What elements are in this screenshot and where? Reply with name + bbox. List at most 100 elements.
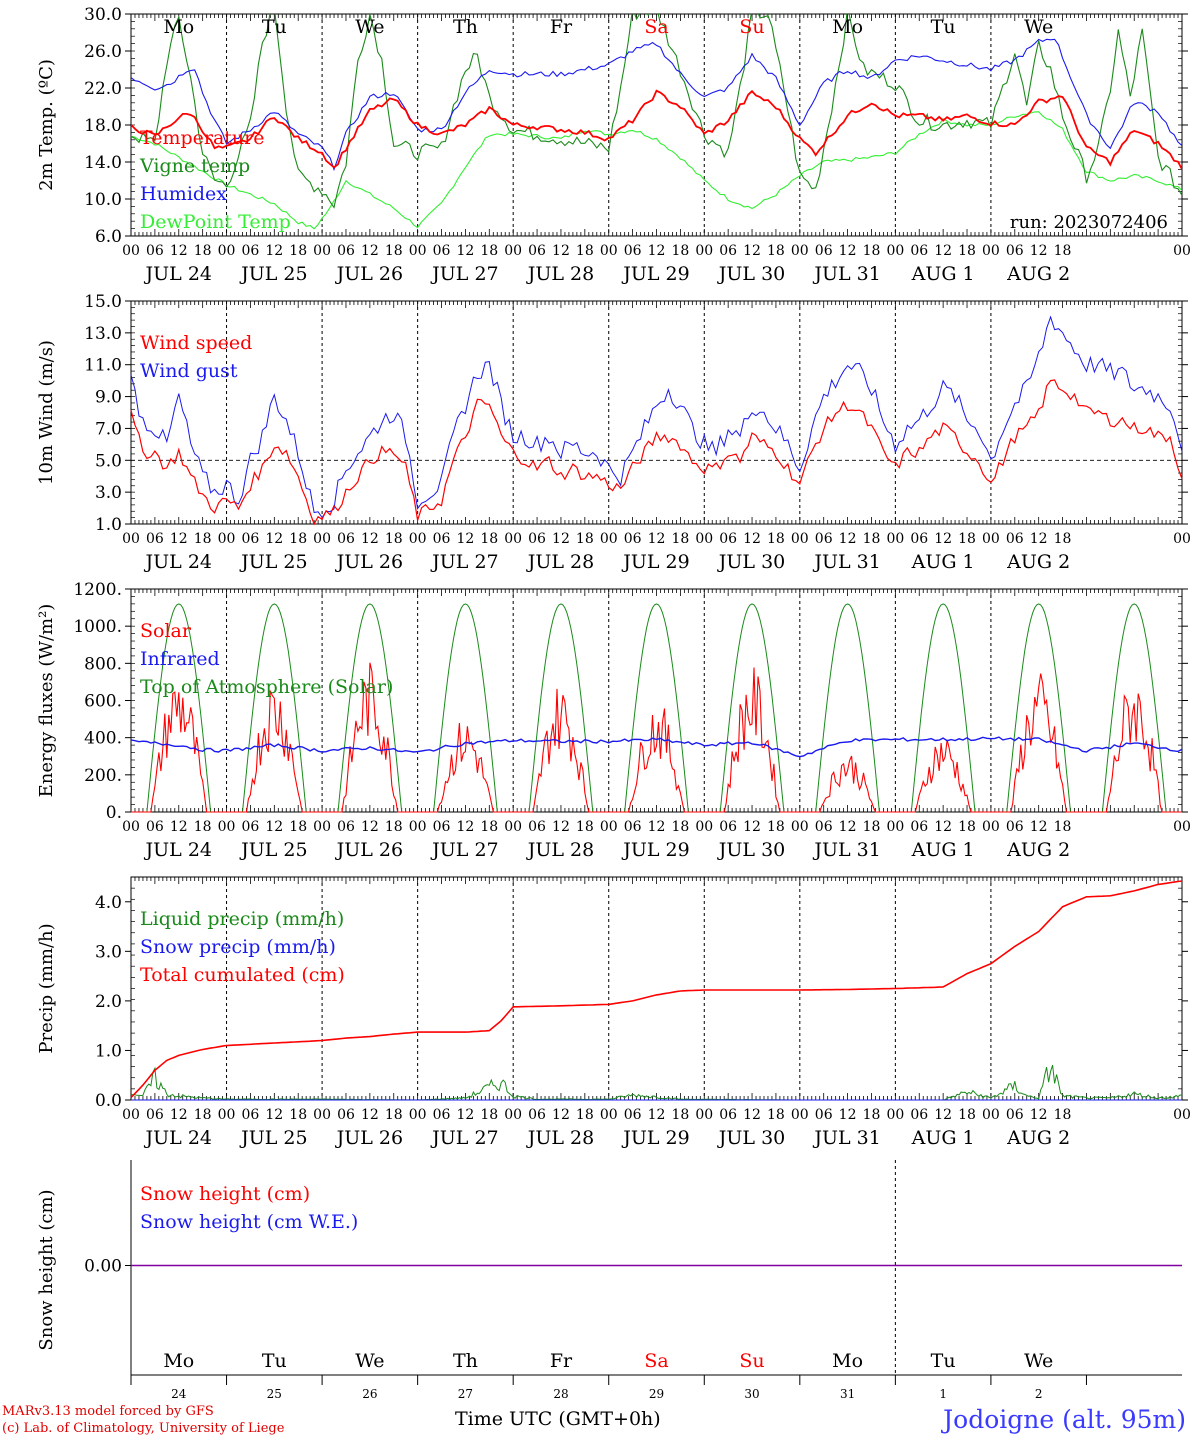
- y-tick-label: 800.: [84, 654, 122, 674]
- hour-tick-label: 00: [600, 243, 618, 259]
- day-label: JUL 30: [717, 1127, 785, 1149]
- panel-1-frame: [130, 300, 1183, 525]
- legend-entry: Total cumulated (cm): [140, 964, 345, 986]
- day-label: JUL 26: [335, 1127, 403, 1149]
- hour-tick-label: 06: [433, 243, 451, 259]
- hour-tick-label: 00: [695, 531, 713, 547]
- day-label: AUG 2: [1006, 839, 1070, 861]
- day-number: 28: [553, 1387, 568, 1400]
- hour-tick-label: 00: [409, 531, 427, 547]
- day-label: JUL 29: [621, 551, 689, 573]
- y-tick-label: 1.0: [95, 1041, 122, 1061]
- weekday-label: Mo: [163, 16, 194, 38]
- day-label: JUL 28: [526, 839, 594, 861]
- hour-tick-label: 12: [1030, 531, 1048, 547]
- y-axis-label: Precip (mm/h): [36, 923, 57, 1053]
- weekday-label: Su: [739, 16, 764, 38]
- day-label: JUL 26: [335, 839, 403, 861]
- weekday-label: Tu: [262, 16, 287, 38]
- hour-tick-label: 06: [815, 1107, 833, 1123]
- hour-tick-label: 18: [289, 243, 307, 259]
- hour-tick-label: 18: [958, 243, 976, 259]
- day-label: JUL 27: [430, 1127, 498, 1149]
- hour-tick-label: 00: [122, 531, 140, 547]
- hour-tick-label: 12: [361, 1107, 379, 1123]
- hour-tick-label: 12: [743, 1107, 761, 1123]
- hour-tick-label: 06: [624, 1107, 642, 1123]
- hour-tick-label: 12: [743, 243, 761, 259]
- weekday-label: Mo: [163, 1350, 194, 1372]
- hour-tick-label: 06: [719, 819, 737, 835]
- hour-tick-label: 06: [433, 819, 451, 835]
- hour-tick-label: 06: [910, 243, 928, 259]
- hour-tick-label: 18: [671, 1107, 689, 1123]
- hour-tick-label: 18: [385, 1107, 403, 1123]
- y-tick-label: 0.0: [95, 1091, 122, 1111]
- day-label: JUL 25: [239, 1127, 307, 1149]
- legend-entry: Snow height (cm): [140, 1183, 310, 1205]
- y-tick-label: 4.0: [95, 893, 122, 913]
- legend-entry: Solar: [140, 620, 192, 642]
- hour-tick-label: 00: [504, 819, 522, 835]
- lab-credit: (c) Lab. of Climatology, University of L…: [2, 1421, 285, 1436]
- y-tick-label: 3.0: [95, 483, 122, 503]
- hour-tick-label: 18: [289, 1107, 307, 1123]
- y-axis-label: 10m Wind (m/s): [36, 340, 57, 485]
- hour-tick-label: 18: [289, 819, 307, 835]
- y-tick-label: 600.: [84, 692, 122, 712]
- weekday-label: We: [1024, 1350, 1053, 1372]
- weekday-label: We: [355, 1350, 384, 1372]
- weekday-label: We: [1024, 16, 1053, 38]
- hour-tick-label: 18: [1054, 243, 1072, 259]
- legend-entry: Humidex: [140, 183, 227, 205]
- hour-tick-label: 12: [552, 1107, 570, 1123]
- hour-tick-label: 00: [218, 243, 236, 259]
- hour-tick-label: 06: [719, 243, 737, 259]
- hour-tick-label: 18: [480, 1107, 498, 1123]
- hour-tick-label: 00: [982, 531, 1000, 547]
- hour-tick-label: 00: [504, 531, 522, 547]
- hour-tick-label: 18: [576, 531, 594, 547]
- weekday-label: Su: [739, 1350, 764, 1372]
- y-tick-label: 15.0: [84, 292, 122, 312]
- day-number: 2: [1035, 1387, 1043, 1400]
- hour-tick-label: 06: [242, 243, 260, 259]
- hour-tick-label: 18: [194, 819, 212, 835]
- hour-tick-label: 00: [1173, 531, 1191, 547]
- hour-tick-label: 06: [242, 531, 260, 547]
- legend-entry: Temperature: [140, 127, 264, 149]
- day-number: 29: [649, 1387, 664, 1400]
- hour-tick-label: 00: [791, 243, 809, 259]
- hour-tick-label: 12: [839, 1107, 857, 1123]
- hour-tick-label: 00: [791, 1107, 809, 1123]
- hour-tick-label: 00: [313, 819, 331, 835]
- weekday-label: Sa: [644, 1350, 668, 1372]
- hour-tick-label: 12: [839, 531, 857, 547]
- panel-2-frame: [130, 588, 1183, 813]
- legend-entry: Snow precip (mm/h): [140, 936, 336, 958]
- hour-tick-label: 18: [289, 531, 307, 547]
- panel-border: [130, 300, 1183, 525]
- y-tick-label: 7.0: [95, 419, 122, 439]
- hour-tick-label: 00: [982, 243, 1000, 259]
- hour-tick-label: 06: [433, 1107, 451, 1123]
- y-tick-label: 14.0: [84, 153, 122, 173]
- hour-tick-label: 12: [934, 531, 952, 547]
- y-tick-label: 26.0: [84, 42, 122, 62]
- hour-tick-label: 12: [456, 243, 474, 259]
- hour-tick-label: 06: [146, 819, 164, 835]
- hour-tick-label: 00: [504, 243, 522, 259]
- day-label: JUL 25: [239, 551, 307, 573]
- hour-tick-label: 18: [958, 531, 976, 547]
- weekday-label: Mo: [832, 16, 863, 38]
- day-label: JUL 27: [430, 551, 498, 573]
- hour-tick-label: 12: [1030, 243, 1048, 259]
- y-tick-label: 22.0: [84, 79, 122, 99]
- hour-tick-label: 06: [1006, 819, 1024, 835]
- hour-tick-label: 12: [361, 819, 379, 835]
- hour-tick-label: 06: [337, 243, 355, 259]
- series-line-liquid-precip: [130, 1064, 1183, 1101]
- day-label: JUL 24: [144, 263, 212, 285]
- hour-tick-label: 18: [1054, 1107, 1072, 1123]
- hour-tick-label: 18: [576, 1107, 594, 1123]
